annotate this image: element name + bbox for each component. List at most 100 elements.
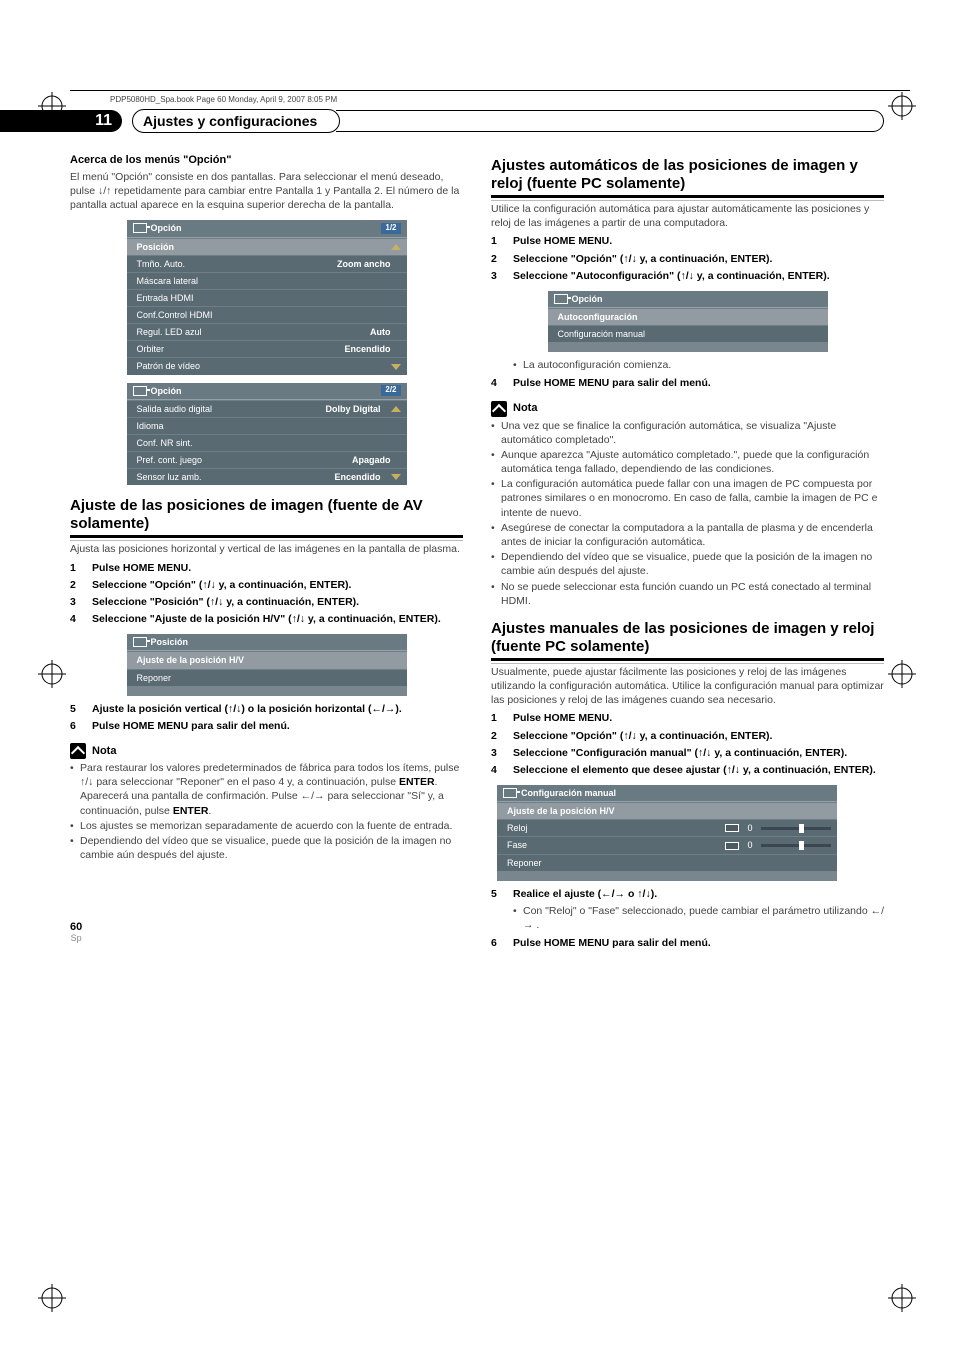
note-icon [70, 743, 86, 759]
menu-row: Entrada HDMI [127, 289, 407, 306]
menu-opcion-2: Opción 2/2 Salida audio digitalDolby Digit… [127, 383, 407, 486]
note-item: Una vez que se finalice la configuración… [491, 419, 884, 447]
step-num: 5 [70, 702, 82, 716]
section-auto-body: Utilice la configuración automática para… [491, 202, 884, 230]
scroll-down-icon [391, 474, 401, 480]
note-label: Nota [513, 401, 537, 416]
steps-auto: 1Pulse HOME MENU. 2Seleccione "Opción" (… [491, 234, 884, 283]
step-text: Pulse HOME MENU. [92, 561, 463, 575]
slider-value: 0 [743, 839, 757, 851]
scroll-up-icon [391, 244, 401, 250]
menu-footer [127, 686, 407, 696]
steps-auto-cont: 4Pulse HOME MENU para salir del menú. [491, 376, 884, 390]
menu-row: Reloj0 [497, 819, 837, 836]
menu-row: Sensor luz amb.Encendido [127, 468, 407, 485]
note-item: Dependiendo del vídeo que se visualice, … [491, 550, 884, 578]
note-item: La configuración automática puede fallar… [491, 477, 884, 520]
menu-row: Autoconfiguración [548, 308, 828, 325]
step-text: Seleccione el elemento que desee ajustar… [513, 763, 884, 777]
step-text: Pulse HOME MENU para salir del menú. [513, 936, 884, 950]
menu-page-indicator: 1/2 [381, 223, 400, 234]
step-num: 1 [70, 561, 82, 575]
menu-row: Regul. LED azulAuto [127, 323, 407, 340]
menu-row-label: Posición [133, 241, 391, 253]
scroll-up-icon [391, 406, 401, 412]
menu-row-label: Ajuste de la posición H/V [503, 805, 831, 817]
menu-row: Ajuste de la posición H/V [497, 802, 837, 819]
step-text: Ajuste la posición vertical (↑/↓) o la p… [92, 702, 463, 716]
menu-row-label: Regul. LED azul [133, 326, 361, 338]
substep-item: La autoconfiguración comienza. [513, 358, 884, 372]
subheading-opcion: Acerca de los menús "Opción" [70, 153, 463, 168]
menu-row-label: Orbiter [133, 343, 335, 355]
menu-opcion-1: Opción1/2PosiciónTmño. Auto.Zoom anchoMá… [127, 220, 407, 374]
menu-row-label: Reponer [503, 857, 831, 869]
menu-row: Pref. cont. juegoApagado [127, 451, 407, 468]
menu-row-label: Máscara lateral [133, 275, 401, 287]
menu-row: Conf. NR sint. [127, 434, 407, 451]
menu-row-label: Conf. NR sint. [133, 437, 401, 449]
menu-row: Patrón de vídeo [127, 357, 407, 374]
tv-icon [554, 294, 568, 304]
steps-av-cont: 5 Ajuste la posición vertical (↑/↓) o la … [70, 702, 463, 733]
note-label: Nota [92, 744, 116, 759]
tv-icon [503, 788, 517, 798]
menu-title-row: Posición [127, 634, 407, 651]
menu-row: Reponer [497, 854, 837, 871]
steps-manual-cont2: 6Pulse HOME MENU para salir del menú. [491, 936, 884, 950]
step-num: 5 [491, 887, 503, 901]
menu-row-label: Fase [503, 839, 725, 851]
section-auto-title: Ajustes automáticos de las posiciones de… [491, 157, 884, 193]
menu-footer [548, 342, 828, 352]
menu-footer [497, 871, 837, 881]
menu-row-label: Pref. cont. juego [133, 454, 342, 466]
menu-row: Posición [127, 238, 407, 255]
step-text: Pulse HOME MENU para salir del menú. [513, 376, 884, 390]
step-num: 2 [491, 729, 503, 743]
menu-opcion-auto: OpciónAutoconfiguraciónConfiguración man… [548, 291, 828, 352]
notes-auto: Una vez que se finalice la configuración… [491, 419, 884, 608]
menu-row-value: Auto [360, 326, 401, 338]
menu-title: Opción [151, 385, 182, 397]
menu-row: Máscara lateral [127, 272, 407, 289]
cropmark-icon [38, 1284, 66, 1312]
menu-row-label: Idioma [133, 420, 401, 432]
left-column: Acerca de los menús "Opción" El menú "Op… [70, 145, 463, 953]
step-num: 2 [491, 252, 503, 266]
menu-row-value: Apagado [342, 454, 401, 466]
section-rule [491, 658, 884, 661]
menu-title-row: Configuración manual [497, 785, 837, 802]
note-item: No se puede seleccionar esta función cua… [491, 580, 884, 608]
body-opcion: El menú "Opción" consiste en dos pantall… [70, 170, 463, 213]
section-av-body: Ajusta las posiciones horizontal y verti… [70, 542, 463, 556]
right-column: Ajustes automáticos de las posiciones de… [491, 145, 884, 953]
step-num: 3 [491, 746, 503, 760]
step-text: Seleccione "Posición" (↑/↓ y, a continua… [92, 595, 463, 609]
tv-icon [133, 386, 147, 396]
menu-title: Configuración manual [521, 787, 616, 799]
note-item: Asegúrese de conectar la computadora a l… [491, 521, 884, 549]
note-item: Los ajustes se memorizan separadamente d… [70, 819, 463, 833]
menu-row: Salida audio digitalDolby Digital [127, 400, 407, 417]
page-number: 60 [70, 921, 82, 933]
menu-row-label: Salida audio digital [133, 403, 316, 415]
menu-posicion: PosiciónAjuste de la posición H/VReponer [127, 634, 407, 695]
step-num: 4 [491, 763, 503, 777]
menu-row-value: Zoom ancho [327, 258, 401, 270]
step-text: Seleccione "Configuración manual" (↑/↓ y… [513, 746, 884, 760]
menu-row-label: Tmño. Auto. [133, 258, 328, 270]
menu-row-label: Reloj [503, 822, 725, 834]
menu-row-label: Patrón de vídeo [133, 360, 391, 372]
menu-page-indicator: 2/2 [381, 385, 400, 396]
steps-av: 1Pulse HOME MENU. 2Seleccione "Opción" (… [70, 561, 463, 627]
cropmark-icon [888, 1284, 916, 1312]
steps-manual-cont: 5Realice el ajuste (←/→ o ↑/↓). [491, 887, 884, 901]
step-text: Pulse HOME MENU. [513, 234, 884, 248]
step-text: Seleccione "Autoconfiguración" (↑/↓ y, a… [513, 269, 884, 283]
menu-row: Reponer [127, 669, 407, 686]
doc-header: PDP5080HD_Spa.book Page 60 Monday, April… [110, 95, 337, 104]
topbar-rule [70, 90, 910, 91]
slider-control: 0 [725, 839, 831, 851]
scroll-down-icon [391, 364, 401, 370]
step-num: 6 [70, 719, 82, 733]
